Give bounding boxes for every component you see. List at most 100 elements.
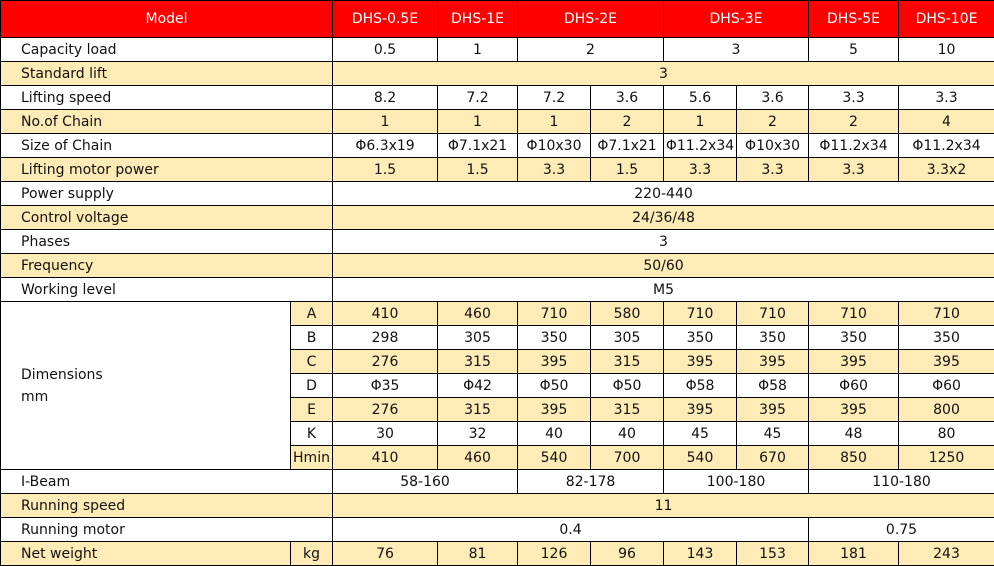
table-cell: 1.5 (438, 158, 518, 182)
table-cell: 3.6 (737, 86, 809, 110)
table-cell: 395 (664, 350, 737, 374)
row-label: Capacity load (1, 38, 333, 62)
table-cell: Φ11.2x34 (664, 134, 737, 158)
row-label: Lifting motor power (1, 158, 333, 182)
table-cell: 395 (809, 350, 899, 374)
row-label: Running motor (1, 518, 333, 542)
table-cell: 298 (333, 326, 438, 350)
table-cell: Φ7.1x21 (591, 134, 664, 158)
table-cell: 45 (664, 422, 737, 446)
row-label: Net weight (1, 542, 291, 566)
row-label: Running speed (1, 494, 333, 518)
table-cell: 76 (333, 542, 438, 566)
table-cell: 0.4 (333, 518, 809, 542)
table-cell: 1 (438, 110, 518, 134)
table-cell: Φ10x30 (737, 134, 809, 158)
header-model-dhs-2e: DHS-2E (518, 1, 664, 38)
table-cell: 0.5 (333, 38, 438, 62)
dimension-key: D (291, 374, 333, 398)
table-cell: 110-180 (809, 470, 994, 494)
table-cell: 3 (333, 62, 994, 86)
table-cell: 670 (737, 446, 809, 470)
row-label: Frequency (1, 254, 333, 278)
table-cell: Φ50 (518, 374, 591, 398)
table-cell: 1 (664, 110, 737, 134)
dimension-key: K (291, 422, 333, 446)
table-cell: Φ35 (333, 374, 438, 398)
table-cell: 24/36/48 (333, 206, 994, 230)
table-cell: 3.3 (737, 158, 809, 182)
table-cell: 395 (809, 398, 899, 422)
table-cell: Φ58 (664, 374, 737, 398)
row-label: Control voltage (1, 206, 333, 230)
table-cell: 48 (809, 422, 899, 446)
table-cell: 350 (664, 326, 737, 350)
dimension-key: A (291, 302, 333, 326)
table-cell: 350 (809, 326, 899, 350)
row-label: I-Beam (1, 470, 333, 494)
table-cell: 10 (899, 38, 994, 62)
table-cell: 45 (737, 422, 809, 446)
header-model-dhs-1e: DHS-1E (438, 1, 518, 38)
table-cell: 3 (664, 38, 809, 62)
table-cell: 3.6 (591, 86, 664, 110)
table-cell: 1 (438, 38, 518, 62)
table-cell: 143 (664, 542, 737, 566)
table-cell: 395 (737, 350, 809, 374)
table-cell: Φ60 (809, 374, 899, 398)
table-cell: M5 (333, 278, 994, 302)
table-cell: 220-440 (333, 182, 994, 206)
table-cell: 395 (899, 350, 994, 374)
table-cell: 11 (333, 494, 994, 518)
table-cell: 710 (899, 302, 994, 326)
table-cell: 540 (664, 446, 737, 470)
row-label: Working level (1, 278, 333, 302)
dimension-key: C (291, 350, 333, 374)
table-cell: 5.6 (664, 86, 737, 110)
table-cell: 2 (737, 110, 809, 134)
table-cell: 1.5 (333, 158, 438, 182)
table-cell: 710 (737, 302, 809, 326)
table-cell: 305 (591, 326, 664, 350)
table-cell: 276 (333, 398, 438, 422)
table-cell: 40 (518, 422, 591, 446)
table-cell: 181 (809, 542, 899, 566)
dimensions-label: Dimensions mm (1, 302, 291, 470)
table-cell: 7.2 (438, 86, 518, 110)
table-cell: 3.3 (809, 158, 899, 182)
table-cell: Φ58 (737, 374, 809, 398)
table-cell: Φ6.3x19 (333, 134, 438, 158)
table-cell: 3.3 (664, 158, 737, 182)
table-cell: 3.3 (518, 158, 591, 182)
table-cell: 40 (591, 422, 664, 446)
table-cell: 1 (518, 110, 591, 134)
table-cell: 32 (438, 422, 518, 446)
table-cell: 50/60 (333, 254, 994, 278)
table-cell: 30 (333, 422, 438, 446)
row-label: Size of Chain (1, 134, 333, 158)
table-cell: 100-180 (664, 470, 809, 494)
table-cell: 395 (518, 350, 591, 374)
table-cell: 315 (438, 350, 518, 374)
row-unit: kg (291, 542, 333, 566)
table-cell: 3.3x2 (899, 158, 994, 182)
table-cell: 5 (809, 38, 899, 62)
table-cell: 800 (899, 398, 994, 422)
table-cell: 4 (899, 110, 994, 134)
table-cell: 460 (438, 302, 518, 326)
table-cell: Φ11.2x34 (899, 134, 994, 158)
table-cell: 80 (899, 422, 994, 446)
row-label: Lifting speed (1, 86, 333, 110)
row-label: Power supply (1, 182, 333, 206)
